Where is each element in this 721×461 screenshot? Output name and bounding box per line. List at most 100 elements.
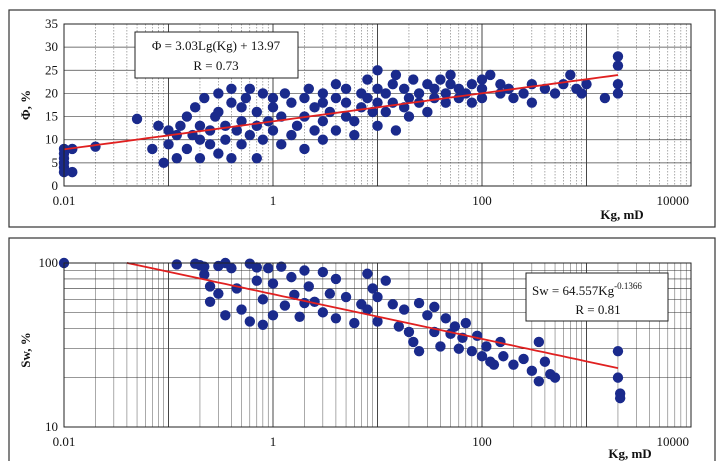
porosity-data-point [466, 97, 478, 108]
porosity-data-point [599, 92, 611, 104]
porosity-data-point [565, 69, 576, 81]
saturation-data-point [422, 310, 433, 321]
porosity-data-point [403, 92, 415, 104]
saturation-data-point [413, 297, 425, 309]
porosity-data-point [181, 111, 193, 122]
saturation-y-axis-title: Sw, % [18, 332, 33, 367]
saturation-data-point [398, 304, 410, 315]
saturation-y-tick-label: 10 [45, 419, 58, 434]
porosity-data-point [276, 139, 287, 150]
saturation-data-point [199, 269, 210, 280]
saturation-y-tick-label: 100 [39, 255, 59, 270]
porosity-data-point [413, 88, 425, 99]
porosity-data-point [435, 74, 446, 85]
porosity-data-point [362, 92, 373, 104]
porosity-data-point [340, 97, 352, 108]
porosity-data-point [317, 97, 329, 108]
porosity-data-point [257, 134, 269, 145]
saturation-x-tick-label: 0.01 [53, 434, 76, 449]
porosity-data-point [440, 97, 451, 108]
porosity-data-point [612, 60, 624, 71]
porosity-data-point [231, 125, 242, 136]
saturation-data-point [440, 313, 451, 324]
porosity-data-point [362, 74, 373, 85]
saturation-data-point [330, 313, 342, 324]
porosity-data-point [539, 83, 551, 95]
saturation-data-point [244, 316, 256, 327]
saturation-chart-frame [8, 237, 716, 461]
porosity-data-point [291, 120, 303, 132]
porosity-x-tick-label: 0.01 [53, 193, 76, 208]
porosity-data-point [244, 83, 256, 95]
porosity-data-point [309, 125, 320, 136]
porosity-data-point [226, 97, 237, 108]
porosity-data-point [240, 92, 252, 104]
porosity-data-point [267, 102, 279, 113]
saturation-data-point [614, 392, 626, 404]
porosity-r-value: R = 0.73 [193, 58, 238, 73]
saturation-data-point [251, 262, 263, 273]
porosity-data-point [485, 69, 496, 81]
saturation-data-point [220, 310, 231, 321]
porosity-data-point [558, 78, 569, 90]
saturation-data-point [317, 307, 329, 318]
porosity-data-point [398, 83, 410, 95]
porosity-data-point [387, 78, 398, 90]
porosity-data-point [299, 143, 310, 155]
porosity-data-point [372, 83, 383, 95]
porosity-data-point [330, 125, 342, 136]
porosity-data-point [518, 88, 529, 99]
porosity-x-tick-label: 1 [270, 193, 277, 208]
porosity-data-point [372, 120, 383, 132]
porosity-data-point [612, 51, 624, 62]
porosity-trendline [63, 74, 619, 151]
saturation-data-point [549, 372, 561, 383]
saturation-data-point [533, 376, 545, 387]
porosity-x-tick-labels: 0.01 1 100 10000 [53, 193, 689, 208]
porosity-data-point [147, 143, 158, 155]
porosity-x-tick-label: 10000 [657, 193, 690, 208]
saturation-data-point [403, 326, 415, 338]
porosity-data-point [158, 157, 169, 169]
porosity-data-point [476, 74, 488, 85]
porosity-data-point [356, 102, 367, 113]
saturation-data-point [372, 316, 383, 327]
porosity-data-point [330, 92, 342, 104]
saturation-data-point [340, 291, 352, 303]
saturation-data-point [387, 299, 398, 310]
porosity-data-point [372, 65, 383, 76]
porosity-data-point [220, 120, 231, 132]
porosity-data-point [194, 153, 206, 164]
porosity-y-tick-label: 0 [52, 178, 59, 193]
porosity-data-point [279, 88, 291, 99]
saturation-data-point [317, 266, 329, 278]
porosity-data-point [349, 116, 360, 127]
porosity-data-point [549, 88, 561, 99]
porosity-y-tick-label: 10 [45, 132, 58, 147]
porosity-data-point [251, 153, 263, 164]
porosity-data-point [330, 78, 342, 90]
saturation-data-point [488, 359, 500, 370]
saturation-data-point [263, 262, 274, 274]
porosity-data-point [213, 148, 224, 159]
saturation-data-point [204, 281, 216, 292]
porosity-data-point [220, 134, 231, 145]
porosity-data-point [429, 92, 440, 104]
saturation-data-point [199, 261, 210, 272]
saturation-data-point [408, 336, 419, 348]
porosity-plot-frame [63, 23, 692, 187]
porosity-data-point [495, 78, 506, 90]
porosity-data-point [244, 129, 256, 141]
saturation-data-point [367, 283, 378, 294]
porosity-data-point [213, 88, 224, 99]
saturation-data-point [349, 317, 360, 329]
saturation-data-point [294, 311, 305, 322]
porosity-x-axis-title: Kg, mD [600, 207, 643, 222]
porosity-x-tick-label: 100 [472, 193, 492, 208]
saturation-equation-box: Sw = 64.557Kg-0.1366 R = 0.81 [525, 272, 669, 322]
porosity-data-point [581, 78, 592, 90]
saturation-data-point [460, 317, 472, 329]
saturation-data-point [476, 351, 488, 362]
saturation-data-point [453, 343, 465, 354]
